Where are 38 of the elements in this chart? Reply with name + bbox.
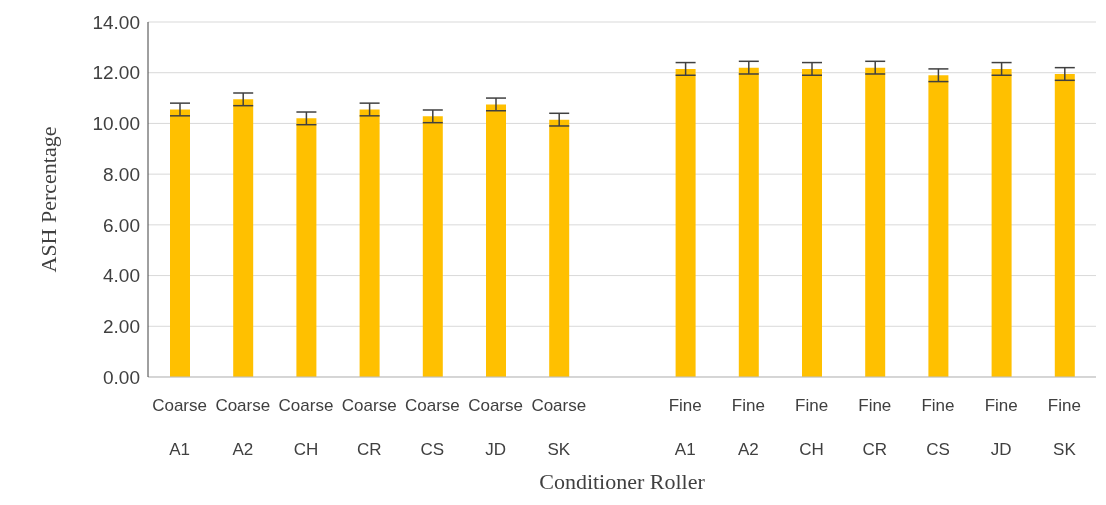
- y-tick-label: 0.00: [103, 366, 140, 388]
- category-label: Fine A1: [668, 396, 702, 459]
- bar: [802, 68, 822, 377]
- category-label: Coarse A1: [152, 396, 208, 459]
- y-tick-label: 4.00: [103, 265, 140, 287]
- x-axis-title: Conditioner Roller: [539, 469, 706, 494]
- category-label: Coarse JD: [468, 396, 524, 459]
- bar: [422, 116, 443, 377]
- y-tick-label: 2.00: [103, 316, 140, 338]
- bar: [738, 67, 759, 377]
- bar: [865, 67, 886, 377]
- bar: [991, 68, 1012, 377]
- y-axis-title: ASH Percentage: [35, 126, 61, 273]
- bar: [296, 118, 317, 377]
- y-tick-label: 12.00: [92, 62, 140, 84]
- y-tick-label: 8.00: [103, 163, 140, 185]
- bar: [486, 104, 506, 377]
- y-tick-label: 6.00: [103, 214, 140, 236]
- category-label: Coarse A2: [215, 396, 271, 459]
- bar: [359, 109, 380, 377]
- y-tick-label: 10.00: [92, 113, 140, 135]
- bar: [233, 99, 254, 377]
- y-tick-label: 14.00: [92, 11, 140, 33]
- category-label: Fine CH: [795, 396, 829, 459]
- category-label: Coarse CR: [341, 396, 397, 459]
- bar: [1054, 73, 1075, 377]
- bar: [170, 109, 190, 377]
- category-label: Coarse CS: [404, 396, 460, 459]
- category-label: Coarse SK: [531, 396, 587, 459]
- category-label: Fine SK: [1047, 396, 1081, 459]
- category-label: Coarse CH: [278, 396, 334, 459]
- bar: [928, 75, 949, 377]
- bar: [675, 68, 696, 377]
- category-label: Fine JD: [984, 396, 1018, 459]
- category-label: Fine A2: [731, 396, 765, 459]
- bar: [549, 119, 570, 377]
- category-label: Fine CR: [858, 396, 892, 459]
- category-label: Fine CS: [921, 396, 955, 459]
